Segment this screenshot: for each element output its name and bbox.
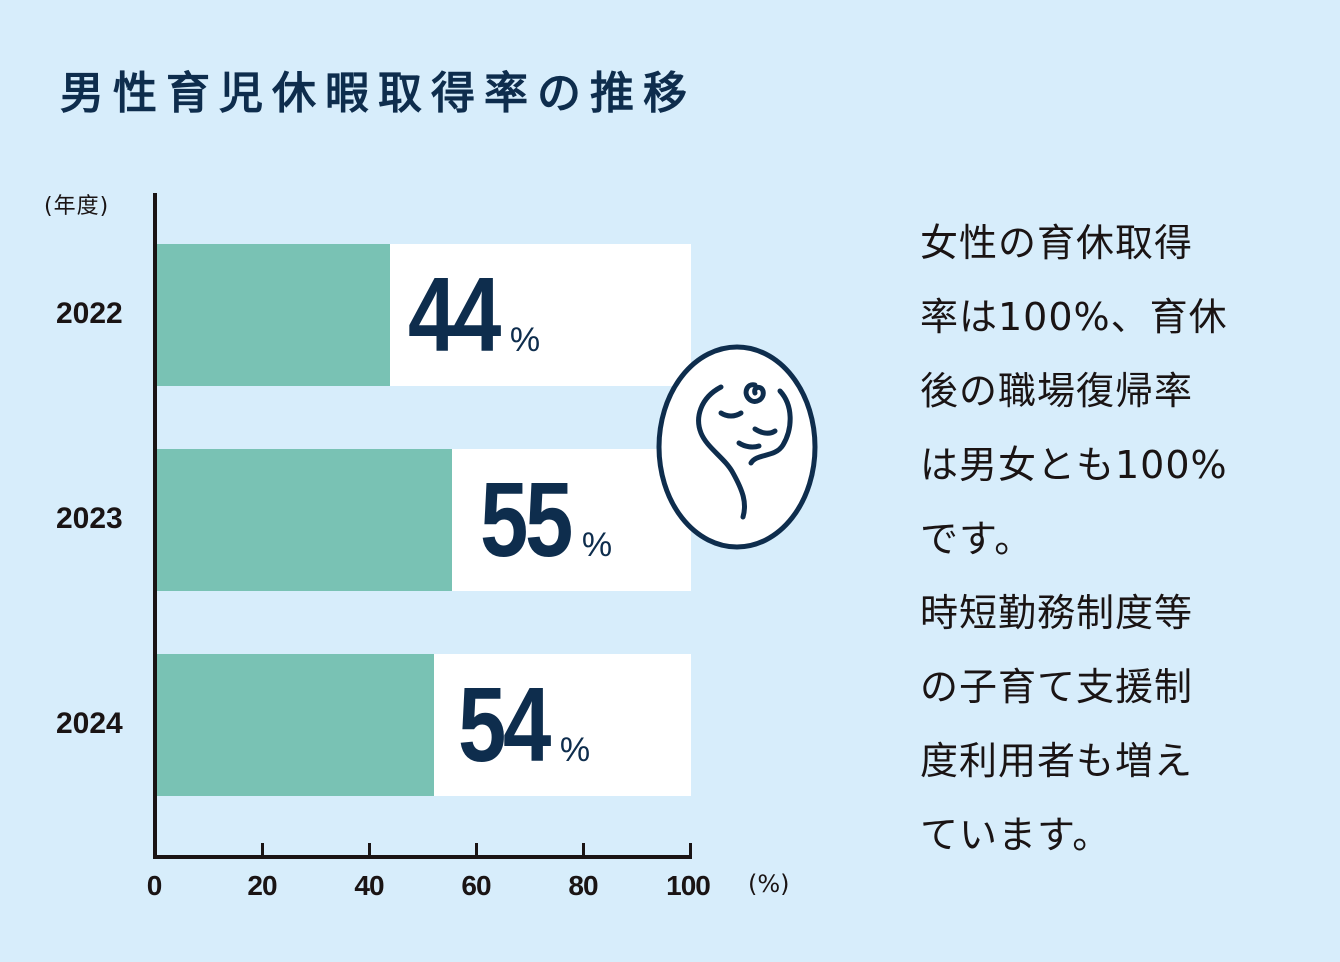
x-tick — [261, 843, 264, 857]
percent-sign: % — [559, 731, 591, 769]
bar-value-2022: 44 % — [408, 262, 540, 368]
value-number: 54 — [458, 666, 551, 784]
x-tick-label: 60 — [461, 870, 491, 901]
x-axis-line — [153, 855, 692, 859]
bar-2023 — [157, 449, 452, 591]
x-axis-unit: (%) — [748, 870, 790, 898]
bar-2022 — [157, 244, 390, 386]
x-tick-label: 80 — [568, 870, 598, 901]
text-line: です。 — [920, 517, 1034, 561]
text-line: 女性の育休取得 — [920, 221, 1194, 265]
x-tick — [475, 843, 478, 857]
text-line: 率は100%、育休 — [920, 295, 1228, 339]
text-line: は男女とも100% — [920, 443, 1228, 487]
y-label-2023: 2023 — [56, 502, 123, 535]
description-paragraph-1: 女性の育休取得 率は100%、育休 後の職場復帰率 は男女とも100% です。 — [920, 206, 1300, 576]
x-tick-label: 40 — [354, 870, 384, 901]
text-line: 度利用者も増え — [920, 739, 1194, 783]
description-text: 女性の育休取得 率は100%、育休 後の職場復帰率 は男女とも100% です。 … — [920, 206, 1300, 872]
percent-sign: % — [509, 321, 541, 359]
bar-chart: (年度) 0 20 40 60 80 100 (%) 2022 44 % 202… — [44, 193, 790, 901]
x-tick-label: 0 — [146, 870, 163, 901]
bar-value-2024: 54 % — [458, 672, 590, 778]
bar-value-2023: 55 % — [480, 467, 612, 573]
y-label-2024: 2024 — [56, 707, 123, 740]
bar-track-2024: 54 % — [157, 654, 691, 796]
bar-2024 — [157, 654, 434, 796]
x-tick-label: 100 — [666, 870, 711, 901]
x-tick — [582, 843, 585, 857]
sleeping-baby-icon — [656, 344, 818, 550]
percent-sign: % — [581, 526, 613, 564]
y-label-2022: 2022 — [56, 297, 123, 330]
chart-title: 男性育児休暇取得率の推移 — [60, 68, 696, 119]
text-line: ています。 — [920, 813, 1112, 857]
text-line: の子育て支援制 — [920, 665, 1194, 709]
x-tick — [689, 843, 692, 857]
bar-track-2022: 44 % — [157, 244, 691, 386]
x-tick — [368, 843, 371, 857]
bar-track-2023: 55 % — [157, 449, 691, 591]
text-line: 後の職場復帰率 — [920, 369, 1194, 413]
value-number: 55 — [480, 461, 573, 579]
value-number: 44 — [408, 256, 501, 374]
x-tick-label: 20 — [247, 870, 277, 901]
y-axis-line — [153, 193, 157, 858]
description-paragraph-2: 時短勤務制度等 の子育て支援制 度利用者も増え ています。 — [920, 576, 1300, 872]
y-axis-unit: (年度) — [44, 194, 110, 219]
text-line: 時短勤務制度等 — [920, 591, 1194, 635]
